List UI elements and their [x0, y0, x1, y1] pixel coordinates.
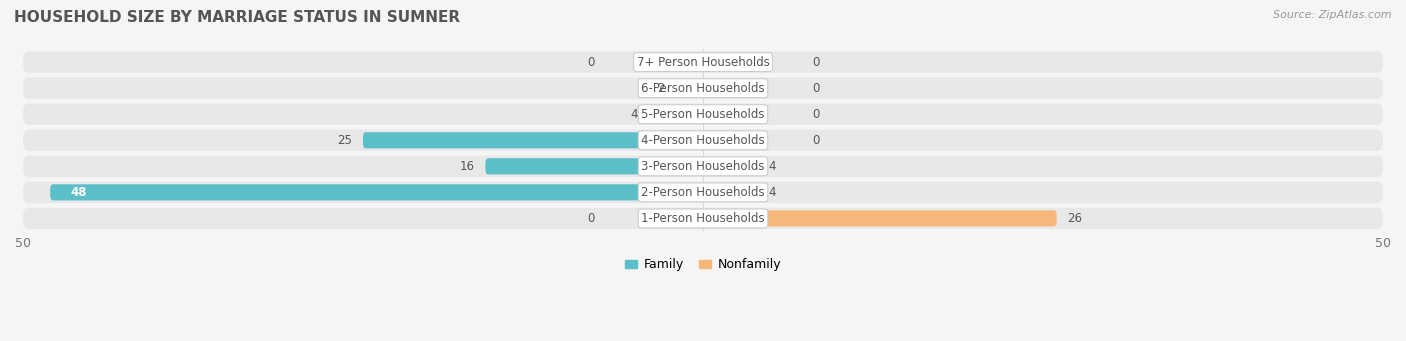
Text: 6-Person Households: 6-Person Households: [641, 82, 765, 95]
FancyBboxPatch shape: [22, 104, 1384, 125]
FancyBboxPatch shape: [485, 158, 703, 174]
FancyBboxPatch shape: [22, 130, 1384, 151]
Text: HOUSEHOLD SIZE BY MARRIAGE STATUS IN SUMNER: HOUSEHOLD SIZE BY MARRIAGE STATUS IN SUM…: [14, 10, 460, 25]
Text: 48: 48: [70, 186, 87, 199]
Text: 2-Person Households: 2-Person Households: [641, 186, 765, 199]
FancyBboxPatch shape: [703, 158, 758, 174]
Text: 4: 4: [768, 160, 776, 173]
FancyBboxPatch shape: [676, 80, 703, 96]
Legend: Family, Nonfamily: Family, Nonfamily: [620, 253, 786, 276]
FancyBboxPatch shape: [703, 210, 1056, 226]
Text: 4: 4: [768, 186, 776, 199]
FancyBboxPatch shape: [22, 77, 1384, 99]
Text: Source: ZipAtlas.com: Source: ZipAtlas.com: [1274, 10, 1392, 20]
Text: 26: 26: [1067, 212, 1083, 225]
Text: 0: 0: [811, 56, 820, 69]
Text: 0: 0: [811, 134, 820, 147]
Text: 2: 2: [658, 82, 665, 95]
Text: 3-Person Households: 3-Person Households: [641, 160, 765, 173]
Text: 16: 16: [460, 160, 474, 173]
FancyBboxPatch shape: [703, 184, 758, 201]
Text: 25: 25: [337, 134, 352, 147]
FancyBboxPatch shape: [22, 182, 1384, 203]
FancyBboxPatch shape: [648, 106, 703, 122]
FancyBboxPatch shape: [22, 208, 1384, 229]
FancyBboxPatch shape: [22, 51, 1384, 73]
Text: 0: 0: [586, 212, 595, 225]
FancyBboxPatch shape: [51, 184, 703, 201]
Text: 4-Person Households: 4-Person Households: [641, 134, 765, 147]
Text: 1-Person Households: 1-Person Households: [641, 212, 765, 225]
Text: 0: 0: [586, 56, 595, 69]
Text: 4: 4: [630, 108, 638, 121]
FancyBboxPatch shape: [22, 155, 1384, 177]
Text: 0: 0: [811, 108, 820, 121]
FancyBboxPatch shape: [363, 132, 703, 148]
Text: 7+ Person Households: 7+ Person Households: [637, 56, 769, 69]
Text: 0: 0: [811, 82, 820, 95]
Text: 5-Person Households: 5-Person Households: [641, 108, 765, 121]
